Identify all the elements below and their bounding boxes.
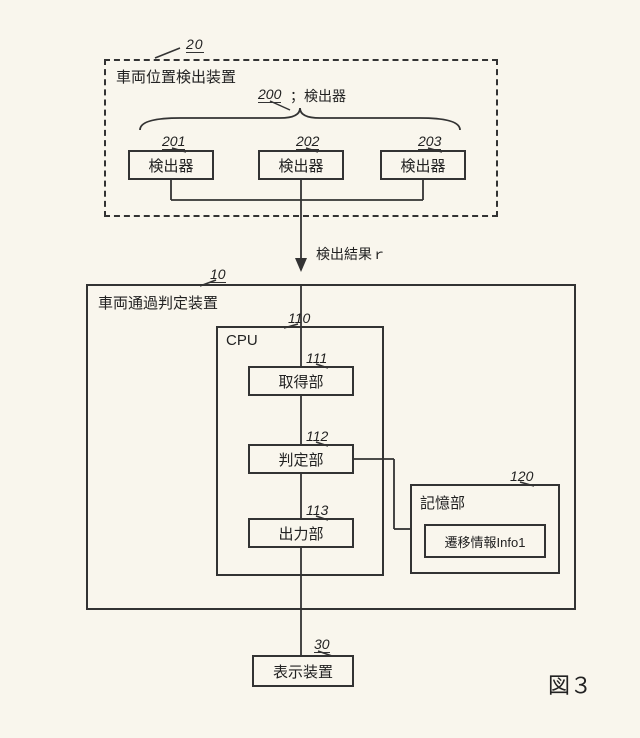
title-20: 車両位置検出装置 xyxy=(116,66,236,87)
ref-113: 113 xyxy=(306,502,328,519)
ref-30: 30 xyxy=(314,636,330,653)
det-202: 検出器 xyxy=(258,150,344,180)
title-10: 車両通過判定装置 xyxy=(98,292,218,313)
label-30: 表示装置 xyxy=(273,661,333,682)
mem-label: 記憶部 xyxy=(420,492,465,513)
cpu-label: CPU xyxy=(226,332,258,349)
ref-10: 10 xyxy=(210,266,226,283)
det-201: 検出器 xyxy=(128,150,214,180)
info-label: 遷移情報Info1 xyxy=(445,532,526,551)
ref-120: 120 xyxy=(510,468,533,485)
ref-203: 203 xyxy=(418,133,441,150)
label-200: ；検出器 xyxy=(290,86,346,106)
det-202-label: 検出器 xyxy=(278,155,323,176)
ref-200: 200 xyxy=(258,86,281,103)
label-113: 出力部 xyxy=(278,523,323,544)
info-block: 遷移情報Info1 xyxy=(424,524,546,558)
ref-202: 202 xyxy=(296,133,319,150)
det-203-label: 検出器 xyxy=(400,155,445,176)
block-113: 出力部 xyxy=(248,518,354,548)
block-30: 表示装置 xyxy=(252,655,354,687)
arrow1-label: 検出結果ｒ xyxy=(316,244,386,264)
ref-110: 110 xyxy=(288,310,310,327)
block-111: 取得部 xyxy=(248,366,354,396)
ref-20: 20 xyxy=(186,36,204,53)
block-112: 判定部 xyxy=(248,444,354,474)
ref-111: 111 xyxy=(306,350,327,367)
det-201-label: 検出器 xyxy=(148,155,193,176)
figure-label: 図３ xyxy=(548,668,592,700)
ref-201: 201 xyxy=(162,133,185,150)
label-111: 取得部 xyxy=(278,371,323,392)
label-112: 判定部 xyxy=(278,449,323,470)
det-203: 検出器 xyxy=(380,150,466,180)
ref-112: 112 xyxy=(306,428,328,445)
